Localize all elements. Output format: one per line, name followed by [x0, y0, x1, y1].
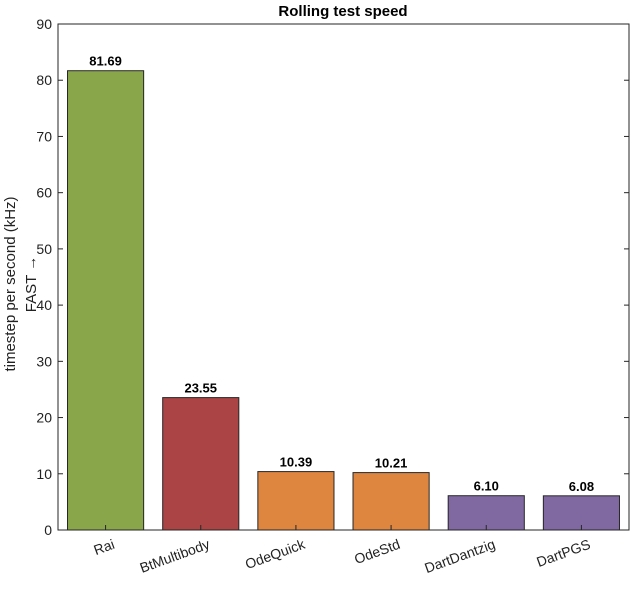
- y-tick-label: 20: [36, 410, 52, 426]
- data-label: 10.21: [375, 456, 408, 471]
- chart-title: Rolling test speed: [278, 3, 407, 20]
- bar-odestd: [352, 472, 430, 531]
- y-tick-label: 40: [36, 297, 52, 313]
- y-tick-label: 30: [36, 353, 52, 369]
- x-tick-label: OdeQuick: [243, 535, 308, 572]
- bar-dartdantzig: [447, 495, 525, 531]
- y-tick-label: 80: [36, 72, 52, 88]
- y-axis-ticks: 0 10 20 30 40 50 60 70 80 90: [36, 16, 629, 538]
- x-tick-label: DartDantzig: [422, 536, 497, 576]
- data-label: 6.08: [569, 479, 594, 494]
- x-tick-label: Rai: [91, 536, 116, 558]
- y-axis-label-line-2: FAST →: [23, 256, 40, 312]
- y-tick-label: 70: [36, 128, 52, 144]
- data-label: 10.39: [280, 455, 313, 470]
- x-tick-label: DartPGS: [534, 536, 592, 570]
- bar-btmultibody: [162, 397, 240, 531]
- plot-frame: [57, 23, 630, 531]
- bar-dartpgs: [542, 495, 620, 531]
- data-labels: 81.69 23.55 10.39 10.21 6.10 6.08: [89, 54, 594, 494]
- y-tick-label: 90: [36, 16, 52, 32]
- data-label: 23.55: [184, 381, 217, 396]
- data-label: 6.10: [474, 479, 499, 494]
- bar-rai: [67, 70, 145, 531]
- data-label: 81.69: [89, 54, 122, 69]
- y-tick-label: 0: [44, 522, 52, 538]
- x-axis-ticks: Rai BtMultibody OdeQuick OdeStd DartDantzig D…: [91, 525, 592, 576]
- y-tick-label: 50: [36, 241, 52, 257]
- y-tick-label: 60: [36, 185, 52, 201]
- bars: [67, 70, 620, 531]
- y-axis-label-line-1: timestep per second (kHz): [2, 196, 19, 371]
- bar-odequick: [257, 471, 335, 531]
- x-tick-label: BtMultibody: [138, 536, 212, 576]
- y-tick-label: 10: [36, 466, 52, 482]
- x-tick-label: OdeStd: [352, 536, 402, 567]
